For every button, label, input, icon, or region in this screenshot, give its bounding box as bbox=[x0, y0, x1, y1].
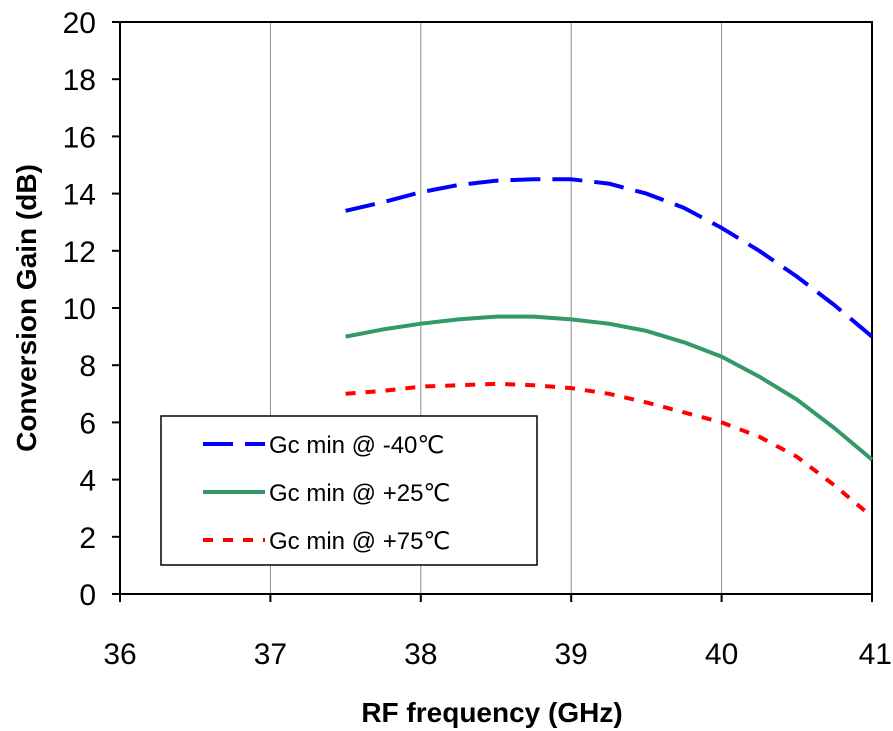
x-tick-label: 38 bbox=[404, 638, 437, 671]
legend-label-3: Gc min @ +75℃ bbox=[269, 528, 450, 555]
y-tick-label: 20 bbox=[63, 7, 96, 40]
series-lines bbox=[345, 177, 874, 519]
x-tick-label: 37 bbox=[254, 638, 287, 671]
legend: Gc min @ -40℃ Gc min @ +25℃ Gc min @ +75℃ bbox=[160, 415, 538, 566]
axis-ticks: 0 2 4 6 8 10 12 14 16 18 20 36 37 38 39 40 41 bbox=[63, 7, 892, 671]
y-tick-label: 6 bbox=[79, 407, 96, 440]
y-tick-label: 14 bbox=[63, 179, 96, 212]
y-tick-label: 2 bbox=[79, 522, 96, 555]
series-line-3 bbox=[345, 381, 874, 519]
legend-label-2: Gc min @ +25℃ bbox=[269, 480, 450, 507]
x-tick-label: 36 bbox=[103, 638, 136, 671]
x-tick-label: 41 bbox=[859, 638, 892, 671]
x-tick-label: 40 bbox=[705, 638, 738, 671]
y-tick-label: 4 bbox=[79, 465, 96, 498]
y-axis-title: Conversion Gain (dB) bbox=[11, 164, 42, 452]
x-tick-label: 39 bbox=[555, 638, 588, 671]
series-line-2 bbox=[345, 314, 874, 462]
y-tick-label: 8 bbox=[79, 350, 96, 383]
y-tick-label: 16 bbox=[63, 121, 96, 154]
x-axis-title: RF frequency (GHz) bbox=[361, 697, 622, 728]
legend-label-1: Gc min @ -40℃ bbox=[269, 432, 444, 459]
y-tick-label: 10 bbox=[63, 293, 96, 326]
series-line-1 bbox=[345, 177, 874, 339]
y-tick-label: 18 bbox=[63, 64, 96, 97]
y-tick-label: 12 bbox=[63, 236, 96, 269]
y-tick-label: 0 bbox=[79, 579, 96, 612]
